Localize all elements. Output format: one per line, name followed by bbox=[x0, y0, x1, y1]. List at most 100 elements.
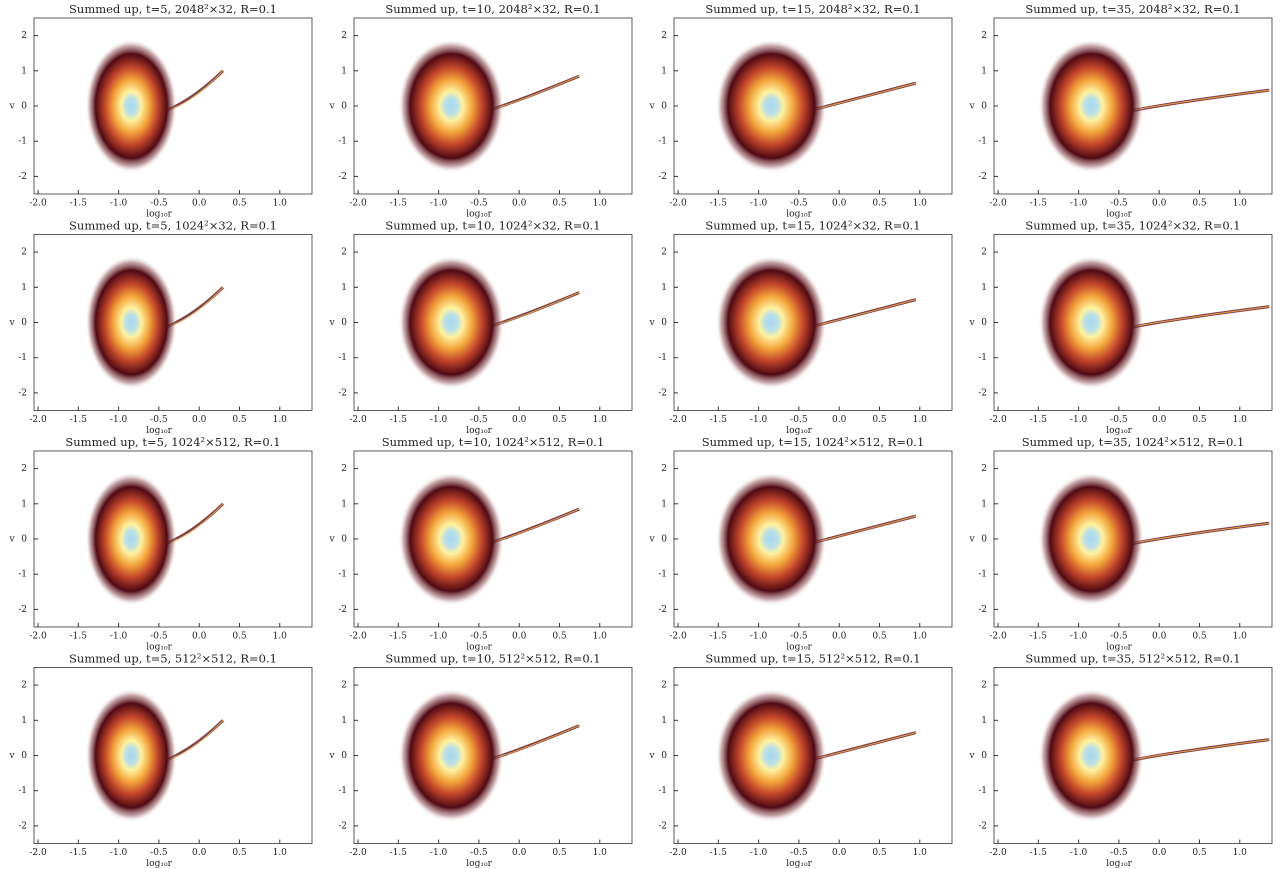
density-blob bbox=[715, 255, 827, 390]
density-blob bbox=[715, 472, 827, 606]
y-tick-label: 2 bbox=[661, 248, 667, 258]
x-tick-label: 1.0 bbox=[1233, 848, 1248, 858]
y-tick-label: 2 bbox=[21, 681, 27, 691]
x-tick-label: -1.0 bbox=[430, 415, 448, 425]
x-tick-label: -1.0 bbox=[110, 415, 128, 425]
y-tick-label: 1 bbox=[21, 283, 27, 293]
y-tick-label: -2 bbox=[658, 172, 667, 182]
y-tick-label: -1 bbox=[338, 353, 347, 363]
x-tick-label: 0.5 bbox=[552, 632, 567, 642]
x-tick-label: -2.0 bbox=[989, 632, 1007, 642]
x-tick-label: -0.5 bbox=[470, 848, 488, 858]
x-tick-label: 0.0 bbox=[1152, 199, 1167, 209]
y-label: v bbox=[8, 751, 15, 761]
y-tick-label: 1 bbox=[981, 283, 987, 293]
x-tick-label: 0.0 bbox=[192, 848, 207, 858]
y-label: v bbox=[8, 535, 15, 545]
x-label: log₁₀r bbox=[1106, 426, 1132, 436]
x-tick-label: -2.0 bbox=[349, 199, 367, 209]
y-tick-label: 0 bbox=[21, 535, 27, 545]
y-tick-label: 2 bbox=[341, 31, 347, 41]
y-tick-label: 1 bbox=[341, 716, 347, 726]
x-tick-label: -0.5 bbox=[470, 199, 488, 209]
title: Summed up, t=10, 1024²×512, R=0.1 bbox=[382, 435, 605, 449]
x-tick-label: 0.5 bbox=[232, 199, 247, 209]
x-tick-label: -1.5 bbox=[390, 199, 408, 209]
y-label: v bbox=[328, 535, 335, 545]
x-tick-label: 0.0 bbox=[192, 199, 207, 209]
title: Summed up, t=5, 512²×512, R=0.1 bbox=[69, 652, 277, 666]
x-tick-label: 0.0 bbox=[832, 199, 847, 209]
x-tick-label: 1.0 bbox=[1233, 199, 1248, 209]
x-tick-label: -0.5 bbox=[150, 415, 168, 425]
density-blob bbox=[1038, 688, 1145, 823]
y-tick-label: -1 bbox=[658, 353, 667, 363]
y-tick-label: 1 bbox=[661, 283, 667, 293]
x-label: log₁₀r bbox=[786, 426, 812, 436]
x-tick-label: 0.0 bbox=[512, 632, 527, 642]
y-tick-label: 0 bbox=[661, 535, 667, 545]
x-tick-label: -2.0 bbox=[349, 415, 367, 425]
y-tick-label: -1 bbox=[978, 137, 987, 147]
x-tick-label: 0.5 bbox=[872, 848, 887, 858]
x-tick-label: 0.5 bbox=[232, 632, 247, 642]
y-tick-label: 1 bbox=[21, 499, 27, 509]
density-blob bbox=[398, 688, 505, 823]
x-tick-label: -1.0 bbox=[750, 415, 768, 425]
x-label: log₁₀r bbox=[466, 426, 492, 436]
y-tick-label: -2 bbox=[658, 388, 667, 398]
y-tick-label: 0 bbox=[341, 751, 347, 761]
x-tick-label: 0.0 bbox=[512, 199, 527, 209]
density-blob bbox=[85, 255, 178, 390]
y-tick-label: -2 bbox=[978, 605, 987, 615]
y-label: v bbox=[968, 102, 975, 112]
x-tick-label: 0.5 bbox=[872, 199, 887, 209]
y-tick-label: 0 bbox=[21, 318, 27, 328]
x-tick-label: 0.5 bbox=[1192, 199, 1207, 209]
x-tick-label: 1.0 bbox=[273, 848, 288, 858]
density-blob bbox=[1038, 472, 1145, 606]
x-tick-label: -2.0 bbox=[669, 199, 687, 209]
x-tick-label: -0.5 bbox=[150, 199, 168, 209]
density-blob bbox=[85, 688, 178, 823]
x-tick-label: -2.0 bbox=[29, 632, 47, 642]
y-tick-label: -1 bbox=[658, 137, 667, 147]
x-tick-label: -1.0 bbox=[750, 848, 768, 858]
y-tick-label: -2 bbox=[18, 605, 27, 615]
x-tick-label: -1.5 bbox=[710, 415, 728, 425]
x-tick-label: 0.0 bbox=[512, 415, 527, 425]
y-tick-label: -2 bbox=[18, 388, 27, 398]
x-tick-label: 1.0 bbox=[593, 199, 608, 209]
x-tick-label: 1.0 bbox=[273, 632, 288, 642]
y-tick-label: 0 bbox=[981, 535, 987, 545]
x-tick-label: 1.0 bbox=[593, 415, 608, 425]
y-tick-label: 0 bbox=[661, 102, 667, 112]
x-tick-label: 0.5 bbox=[552, 199, 567, 209]
y-tick-label: -1 bbox=[978, 570, 987, 580]
y-tick-label: 2 bbox=[21, 464, 27, 474]
y-tick-label: 0 bbox=[981, 751, 987, 761]
y-tick-label: 0 bbox=[341, 318, 347, 328]
x-tick-label: -1.5 bbox=[710, 632, 728, 642]
x-label: log₁₀r bbox=[466, 210, 492, 220]
x-tick-label: -1.0 bbox=[110, 632, 128, 642]
x-tick-label: -0.5 bbox=[790, 415, 808, 425]
x-tick-label: -1.5 bbox=[70, 632, 88, 642]
density-blob bbox=[1038, 255, 1145, 390]
title: Summed up, t=15, 1024²×32, R=0.1 bbox=[705, 219, 920, 233]
x-tick-label: 0.5 bbox=[552, 848, 567, 858]
x-label: log₁₀r bbox=[1106, 859, 1132, 869]
y-label: v bbox=[8, 318, 15, 328]
x-tick-label: 1.0 bbox=[273, 415, 288, 425]
y-tick-label: -1 bbox=[658, 570, 667, 580]
density-blob bbox=[398, 39, 505, 173]
density-blob bbox=[398, 255, 505, 390]
y-tick-label: -1 bbox=[18, 786, 27, 796]
y-tick-label: 2 bbox=[661, 31, 667, 41]
x-tick-label: -2.0 bbox=[989, 415, 1007, 425]
x-tick-label: -1.5 bbox=[1030, 632, 1048, 642]
y-tick-label: 1 bbox=[661, 66, 667, 76]
y-tick-label: 2 bbox=[981, 464, 987, 474]
y-tick-label: 2 bbox=[341, 464, 347, 474]
